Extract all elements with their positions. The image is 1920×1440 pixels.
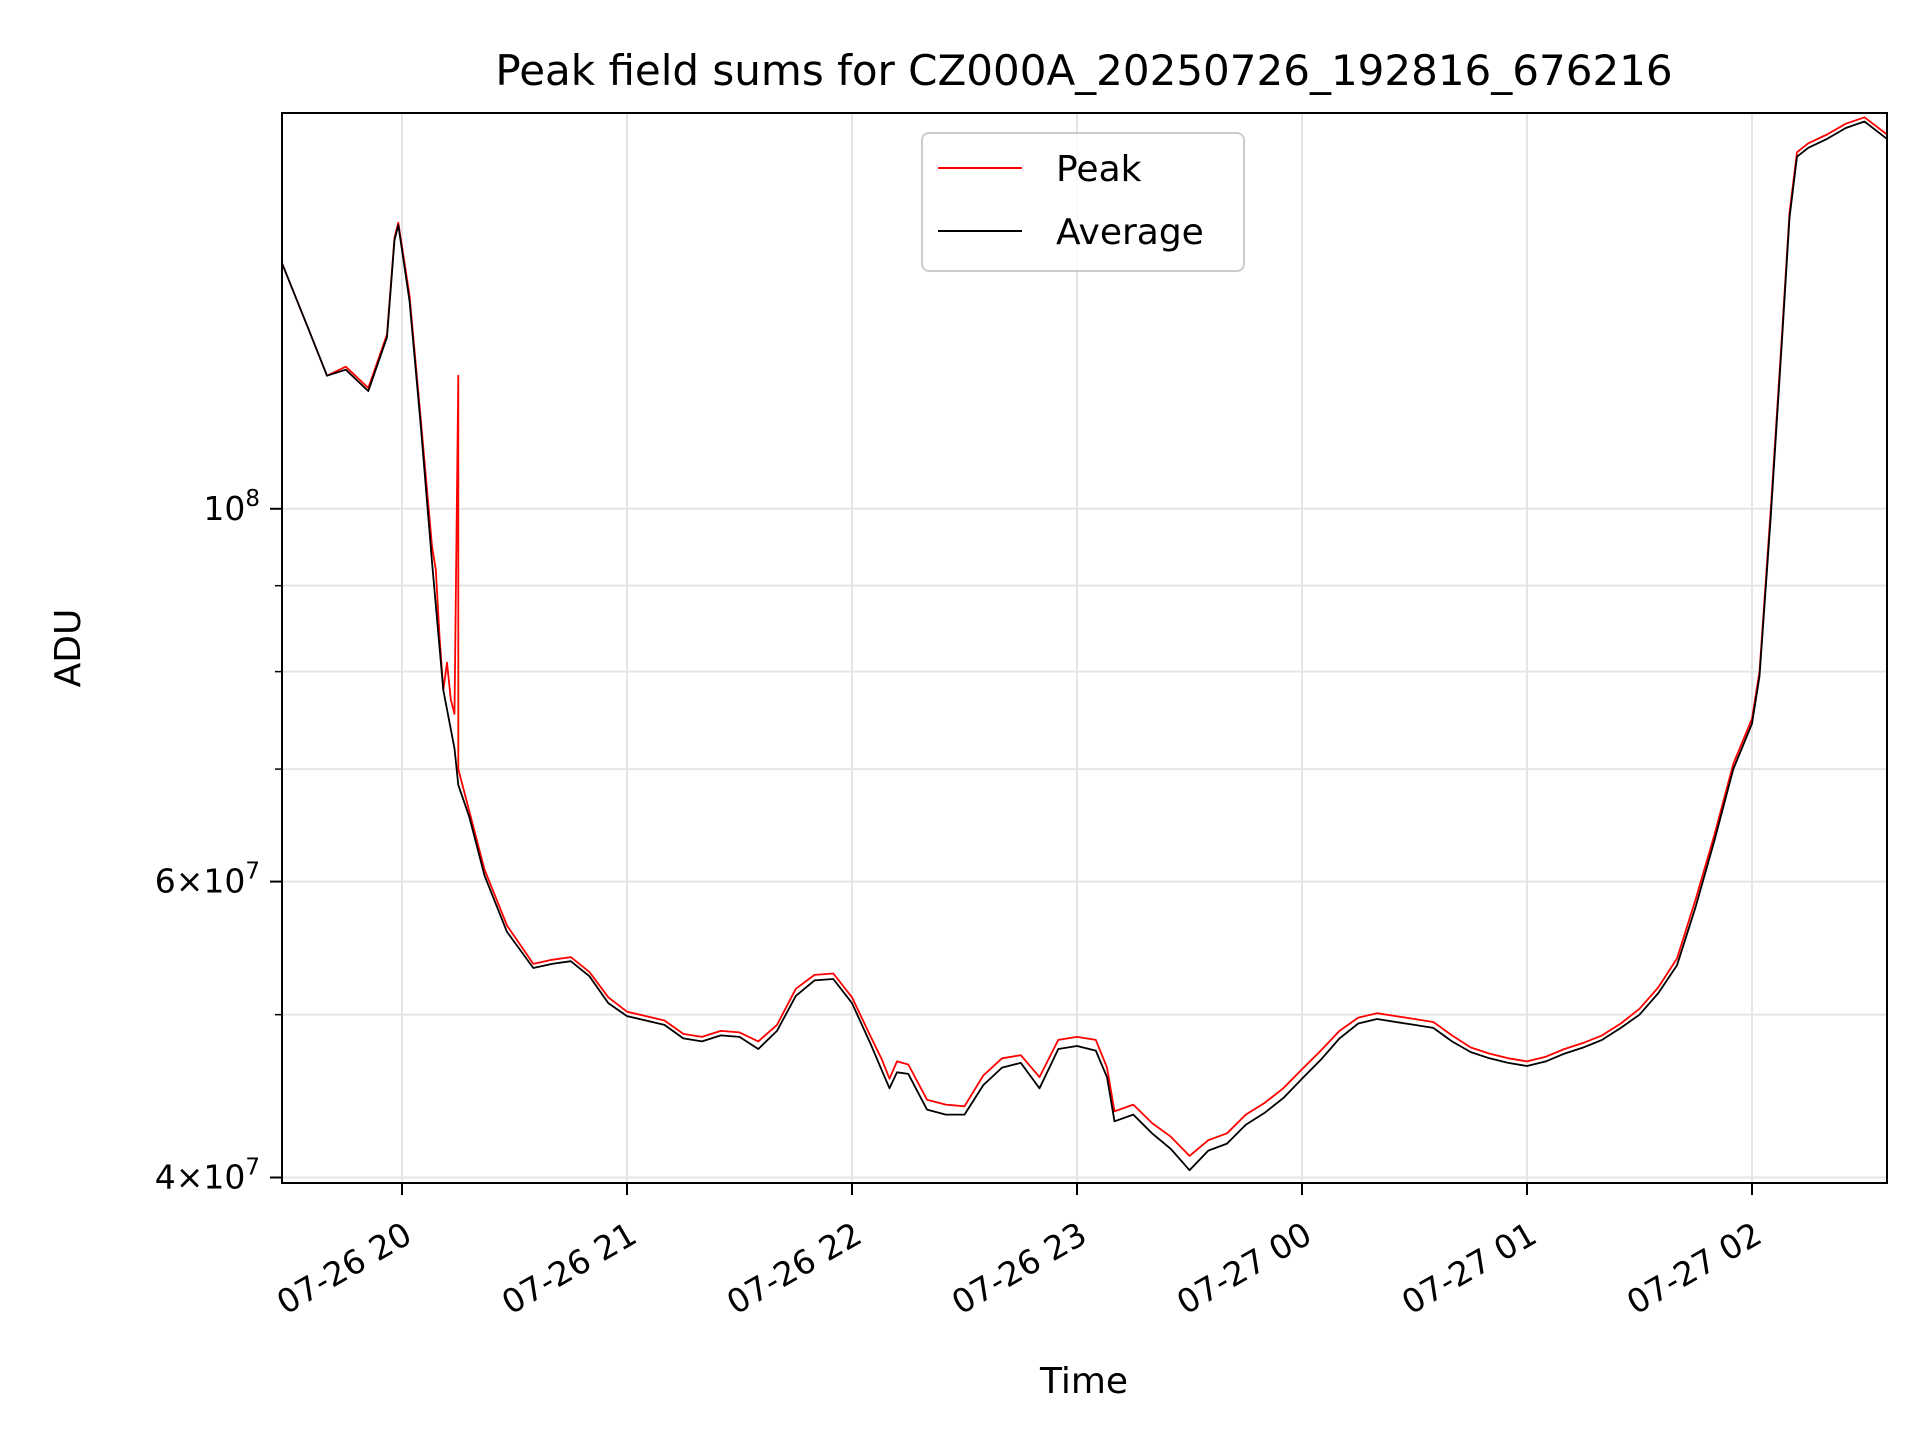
plot-frame	[281, 112, 1888, 1184]
legend: Peak Average	[921, 132, 1245, 272]
series-line-peak	[281, 116, 1888, 1157]
legend-label-average: Average	[1056, 212, 1204, 253]
series-layer	[281, 116, 1888, 1172]
x-axis-label: Time	[1039, 1361, 1128, 1402]
y-tick-label: 108	[203, 486, 260, 528]
grid	[282, 113, 1887, 1183]
chart-title: Peak field sums for CZ000A_20250726_1928…	[495, 46, 1672, 95]
y-tick-label: 4×107	[155, 1155, 260, 1197]
y-axis-label: ADU	[48, 609, 89, 688]
legend-label-peak: Peak	[1056, 149, 1142, 190]
series-line-average	[281, 120, 1888, 1172]
y-axis: 4×107 6×107 108	[155, 486, 282, 1197]
y-tick-label: 6×107	[155, 859, 260, 901]
